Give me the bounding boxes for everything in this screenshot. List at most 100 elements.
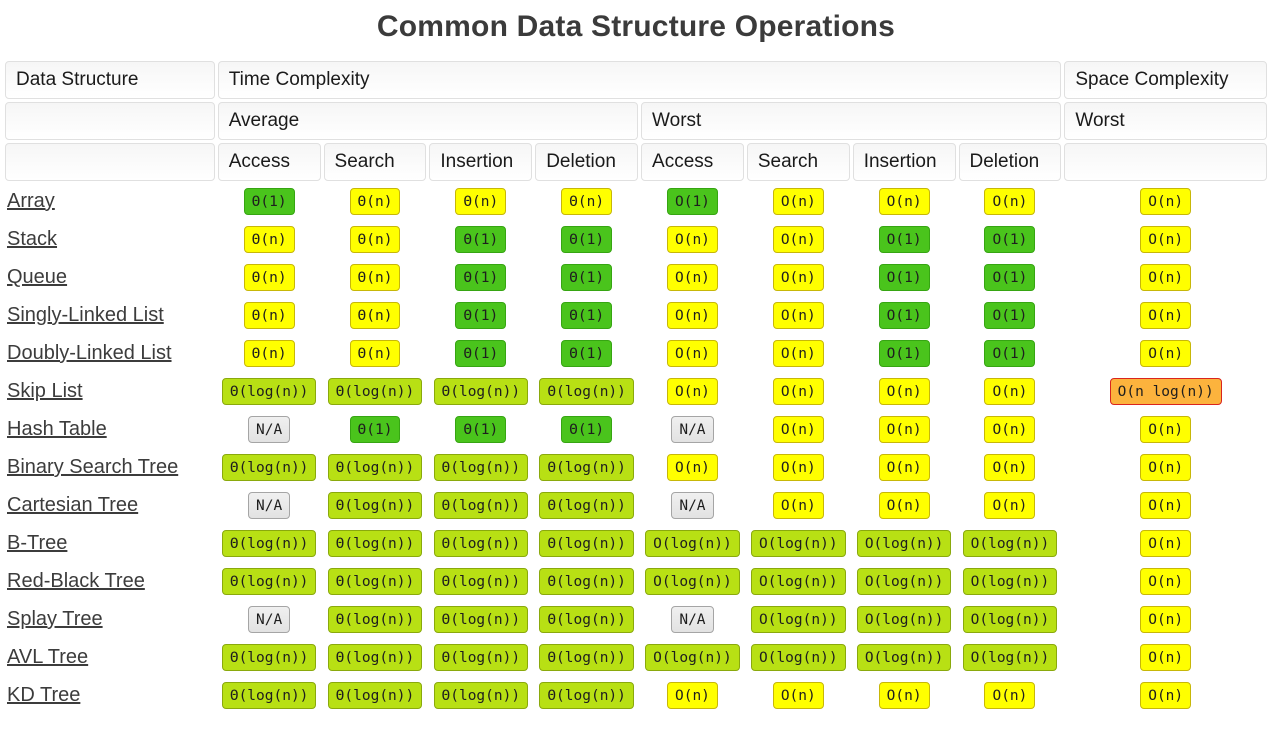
complexity-cell: O(n) (1064, 678, 1267, 713)
row-link[interactable]: Red-Black Tree (7, 570, 145, 592)
row-link[interactable]: Array (7, 190, 55, 212)
complexity-cell: Θ(log(n)) (429, 526, 532, 561)
complexity-badge: O(n) (1140, 453, 1192, 482)
complexity-cell: Θ(log(n)) (429, 602, 532, 637)
complexity-badge: O(n) (1140, 415, 1192, 444)
complexity-badge: Θ(log(n)) (327, 605, 423, 634)
row-link[interactable]: Splay Tree (7, 608, 103, 630)
complexity-badge: Θ(n) (243, 301, 295, 330)
page-title: Common Data Structure Operations (376, 10, 896, 43)
complexity-cell: Θ(1) (535, 260, 638, 295)
complexity-cell: Θ(1) (535, 412, 638, 447)
complexity-badge: Θ(log(n)) (539, 643, 634, 672)
complexity-badge: N/A (671, 415, 714, 444)
row-link[interactable]: Stack (7, 228, 58, 250)
complexity-badge: O(n) (772, 225, 824, 254)
complexity-badge: Θ(log(n)) (539, 567, 634, 596)
complexity-cell: O(n) (1064, 450, 1267, 485)
header-worst: Worst (641, 102, 1062, 140)
complexity-badge: O(n) (984, 453, 1036, 482)
complexity-cell: Θ(log(n)) (535, 374, 638, 409)
row-label-cell: AVL Tree (5, 640, 215, 675)
complexity-cell: Θ(log(n)) (535, 602, 638, 637)
complexity-badge: O(log(n)) (645, 643, 740, 672)
complexity-cell: O(n) (1064, 336, 1267, 371)
complexity-badge: O(n) (984, 415, 1036, 444)
complexity-badge: N/A (248, 491, 291, 520)
complexity-cell: O(log(n)) (959, 602, 1062, 637)
row-link[interactable]: B-Tree (7, 532, 68, 554)
row-link[interactable]: Binary Search Tree (7, 456, 179, 478)
complexity-badge: O(n) (1140, 567, 1192, 596)
complexity-badge: O(n) (772, 377, 824, 406)
complexity-cell: O(n) (641, 678, 744, 713)
complexity-cell: O(n) (1064, 412, 1267, 447)
complexity-badge: O(n) (878, 415, 930, 444)
row-link[interactable]: Queue (7, 266, 68, 288)
complexity-badge: O(n) (1140, 643, 1192, 672)
table-row: Hash Table N/A Θ(1) Θ(1) Θ(1) N/A O(n) O(n) O(n)… (5, 412, 1267, 447)
complexity-badge: Θ(log(n)) (221, 529, 317, 558)
row-link[interactable]: Skip List (7, 380, 83, 402)
complexity-badge: O(log(n)) (962, 567, 1058, 596)
complexity-badge: Θ(1) (349, 415, 401, 444)
complexity-badge: O(n log(n)) (1109, 377, 1222, 406)
row-link[interactable]: Hash Table (7, 418, 107, 440)
row-link[interactable]: Doubly-Linked List (7, 342, 172, 364)
complexity-cell: O(log(n)) (747, 640, 850, 675)
complexity-badge: Θ(log(n)) (221, 681, 317, 710)
row-label-cell: Doubly-Linked List (5, 336, 215, 371)
complexity-cell: Θ(1) (324, 412, 427, 447)
complexity-badge: Θ(log(n)) (327, 529, 423, 558)
complexity-cell: O(n) (747, 184, 850, 219)
complexity-badge: Θ(log(n)) (539, 529, 634, 558)
row-label-cell: Splay Tree (5, 602, 215, 637)
row-label-cell: Hash Table (5, 412, 215, 447)
complexity-badge: Θ(1) (561, 263, 613, 292)
table-row: Red-Black Tree Θ(log(n)) Θ(log(n)) Θ(log(n)… (5, 564, 1267, 599)
complexity-cell: Θ(log(n)) (535, 450, 638, 485)
complexity-cell: O(1) (959, 260, 1062, 295)
complexity-cell: O(n) (959, 184, 1062, 219)
complexity-badge: O(1) (984, 225, 1036, 254)
complexity-cell: Θ(n) (324, 222, 427, 257)
complexity-cell: Θ(log(n)) (324, 450, 427, 485)
complexity-badge: O(n) (984, 681, 1036, 710)
complexity-badge: Θ(log(n)) (327, 681, 423, 710)
row-label-cell: Red-Black Tree (5, 564, 215, 599)
complexity-badge: O(log(n)) (750, 643, 846, 672)
complexity-cell: Θ(n) (218, 298, 321, 333)
complexity-cell: O(n) (747, 374, 850, 409)
complexity-cell: Θ(log(n)) (218, 678, 321, 713)
row-label-cell: B-Tree (5, 526, 215, 561)
complexity-cell: Θ(n) (218, 222, 321, 257)
row-link[interactable]: Cartesian Tree (7, 494, 139, 516)
complexity-badge: Θ(n) (561, 187, 613, 216)
complexity-badge: O(n) (878, 681, 930, 710)
complexity-badge: Θ(n) (349, 187, 401, 216)
complexity-badge: Θ(log(n)) (433, 643, 529, 672)
complexity-badge: O(n) (772, 453, 824, 482)
complexity-cell: O(n) (641, 260, 744, 295)
complexity-cell: O(n) (1064, 184, 1267, 219)
table-row: Array Θ(1) Θ(n) Θ(n) Θ(n) O(1) O(n) O(n) O(n) O(n… (5, 184, 1267, 219)
complexity-cell: O(n) (853, 374, 956, 409)
complexity-cell: O(n) (1064, 298, 1267, 333)
table-row: AVL Tree Θ(log(n)) Θ(log(n)) Θ(log(n)) Θ(log… (5, 640, 1267, 675)
complexity-cell: O(log(n)) (853, 526, 956, 561)
complexity-cell: Θ(n) (218, 336, 321, 371)
row-link[interactable]: KD Tree (7, 684, 81, 706)
row-link[interactable]: Singly-Linked List (7, 304, 164, 326)
complexity-cell: Θ(1) (218, 184, 321, 219)
complexity-badge: Θ(log(n)) (221, 567, 317, 596)
complexity-cell: O(n) (1064, 526, 1267, 561)
complexity-badge: Θ(log(n)) (539, 491, 634, 520)
complexity-cell: O(n) (747, 450, 850, 485)
complexity-badge: O(log(n)) (962, 643, 1058, 672)
complexity-badge: O(n) (772, 301, 824, 330)
complexity-cell: N/A (218, 488, 321, 523)
complexity-cell: O(log(n)) (747, 602, 850, 637)
complexity-cell: O(log(n)) (747, 564, 850, 599)
complexity-badge: O(n) (1140, 225, 1192, 254)
row-link[interactable]: AVL Tree (7, 646, 89, 668)
